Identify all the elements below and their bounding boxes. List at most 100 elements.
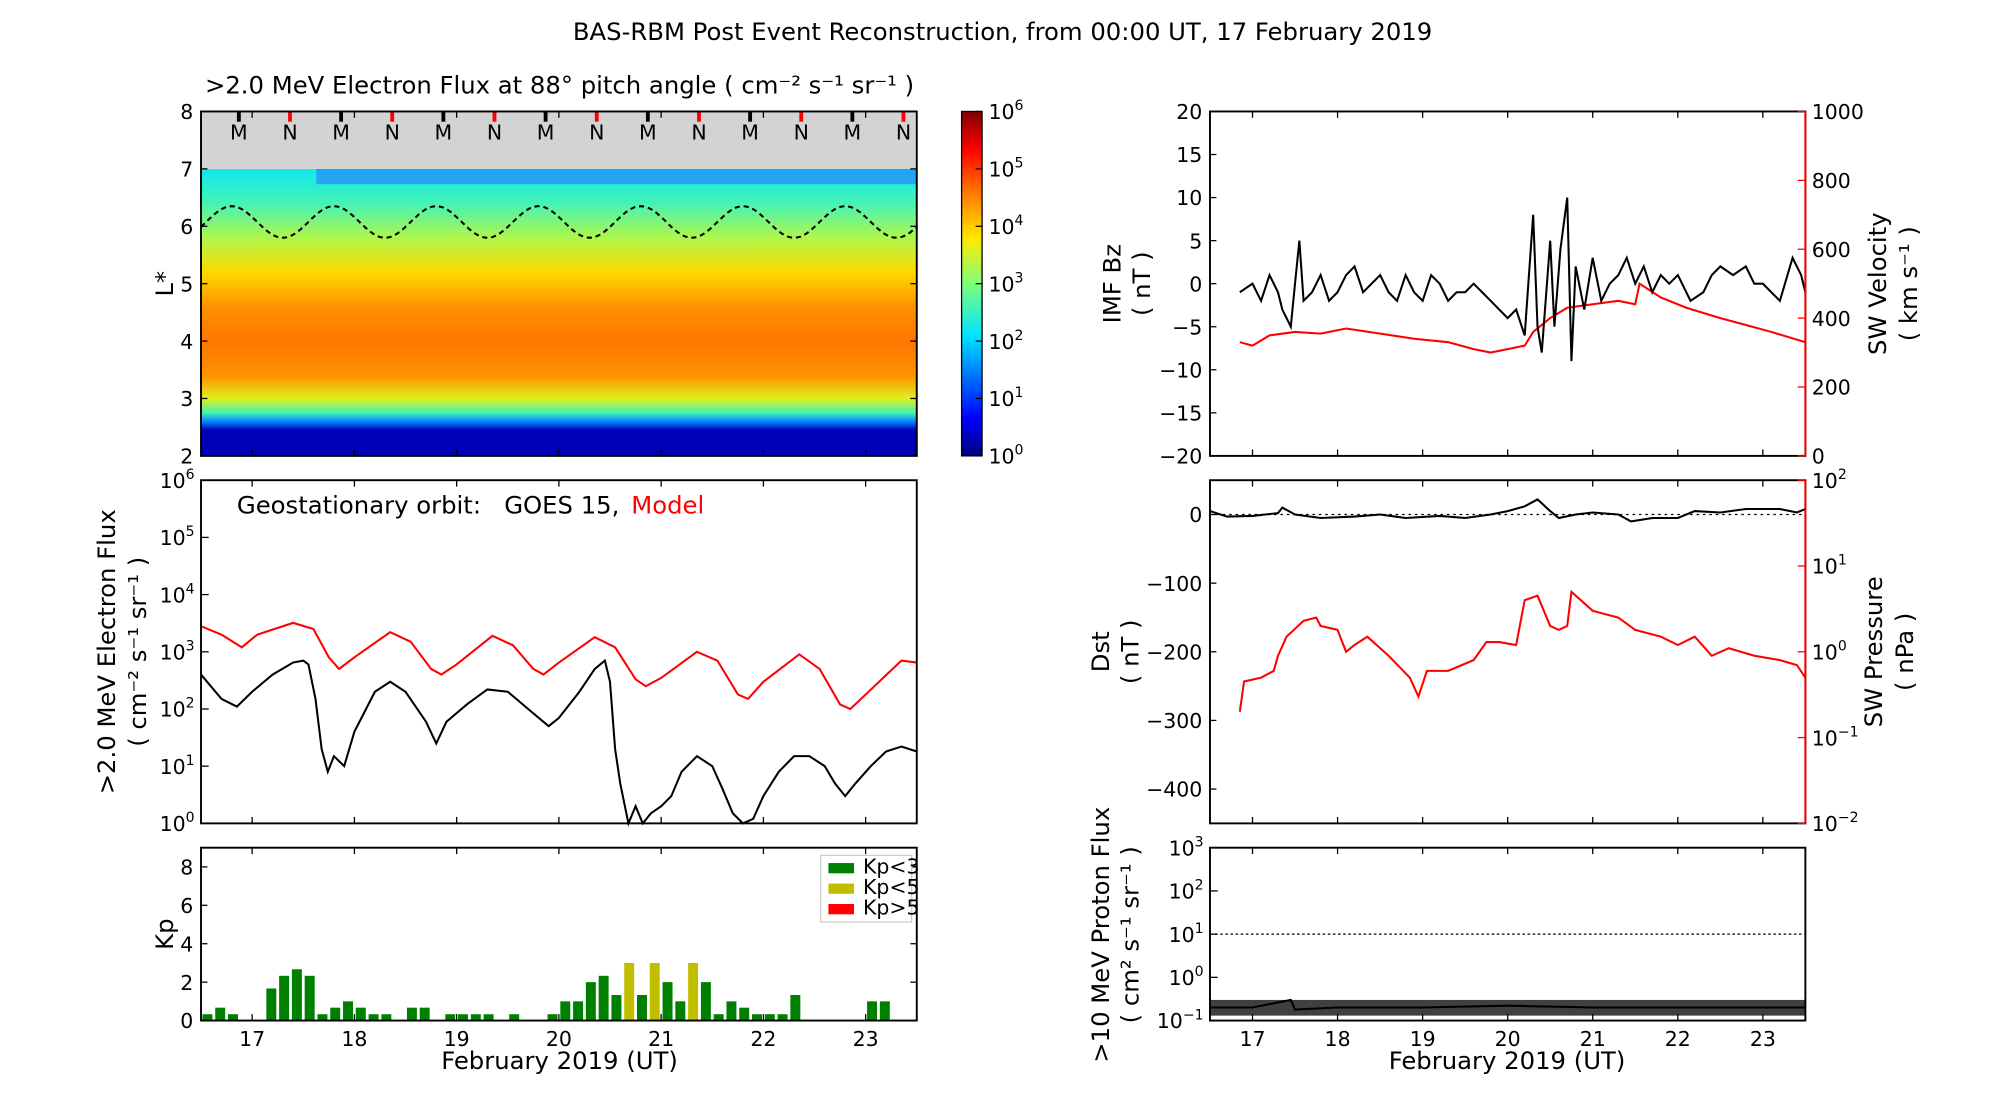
- x-tick-label: 21: [1580, 1027, 1606, 1051]
- kp-bar: [483, 1014, 494, 1021]
- kp-bar: [611, 995, 622, 1021]
- y-tick-label: 5: [1189, 229, 1202, 253]
- low-flux-band: [316, 168, 917, 185]
- y-tick-label: 104: [160, 581, 195, 607]
- kp-bar: [867, 1001, 878, 1021]
- right-y-tick-label: 1000: [1812, 100, 1864, 124]
- kp-bar: [330, 1007, 341, 1021]
- colorbar-tick-label: 105: [988, 156, 1023, 182]
- kp-bar: [585, 982, 596, 1021]
- legend-swatch: [828, 904, 855, 915]
- y-tick-label: 10−1: [1157, 1007, 1204, 1033]
- kp-bar: [764, 1014, 775, 1021]
- plot-frame: [1209, 110, 1807, 457]
- y-tick-label: 8: [180, 856, 193, 880]
- kp-bar: [713, 1014, 724, 1021]
- kp-bar: [739, 1007, 750, 1021]
- y-tick-label: 101: [160, 753, 195, 779]
- y-tick-label: 20: [1176, 100, 1202, 124]
- plot-frame: [200, 479, 918, 825]
- y-tick-label: −5: [1172, 315, 1202, 339]
- y-tick-label: 0: [180, 1009, 193, 1033]
- x-tick-label: 22: [1665, 1027, 1691, 1051]
- kp-bar: [266, 988, 277, 1021]
- y-tick-label: 102: [1169, 878, 1204, 904]
- right-y-tick-label: 600: [1812, 238, 1851, 262]
- goes-flux-line: [200, 658, 918, 827]
- y-axis-unit-label: ( nT ): [1115, 619, 1144, 684]
- y-tick-label: 0: [1189, 272, 1202, 296]
- x-tick-label: 17: [1239, 1027, 1265, 1051]
- legend-label: Kp>5: [863, 895, 920, 919]
- mlt-marker-label: M: [537, 121, 555, 145]
- y-axis-unit-label: ( cm⁻² s⁻¹ sr⁻¹ ): [123, 557, 152, 747]
- kp-bar: [598, 975, 609, 1021]
- plot-frame: [1209, 479, 1807, 825]
- model-annotation: Model: [631, 491, 704, 520]
- kp-bar: [406, 1007, 417, 1021]
- right-y-axis-unit-label: ( nPa ): [1890, 613, 1919, 691]
- colorbar-tick-label: 100: [988, 443, 1023, 469]
- y-tick-label: 3: [180, 387, 193, 411]
- y-tick-label: 2: [180, 971, 193, 995]
- y-tick-label: −200: [1146, 640, 1202, 664]
- y-tick-label: 6: [180, 215, 193, 239]
- mlt-marker-label: N: [691, 121, 706, 145]
- right-y-tick-label: 10−2: [1812, 810, 1859, 836]
- figure-title: BAS-RBM Post Event Reconstruction, from …: [573, 17, 1432, 46]
- dst-line: [1209, 498, 1806, 523]
- kp-bar: [291, 969, 302, 1021]
- colorbar-tick-label: 102: [988, 328, 1023, 354]
- right-y-tick-label: 200: [1812, 376, 1851, 400]
- mlt-marker-label: M: [332, 121, 350, 145]
- right-y-tick-label: 101: [1812, 553, 1847, 579]
- colorbar-tick-label: 103: [988, 270, 1023, 296]
- right-y-tick-label: 400: [1812, 307, 1851, 331]
- kp-bar: [509, 1014, 520, 1021]
- colorbar-tick-label: 104: [988, 213, 1023, 239]
- right-y-tick-label: 800: [1812, 169, 1851, 193]
- y-tick-label: −300: [1146, 709, 1202, 733]
- mlt-marker-label: M: [741, 121, 759, 145]
- y-tick-label: 105: [160, 524, 195, 550]
- imf-sw-panel: −20−15−10−50510152002004006008001000IMF …: [1097, 100, 1922, 468]
- y-axis-unit-label: ( cm² s⁻¹ sr⁻¹ ): [1115, 846, 1144, 1023]
- kp-bar: [215, 1007, 226, 1021]
- y-tick-label: −20: [1159, 445, 1202, 469]
- kp-bar: [419, 1007, 430, 1021]
- x-tick-label: 20: [1495, 1027, 1521, 1051]
- kp-bar: [458, 1014, 469, 1021]
- kp-bar: [317, 1014, 328, 1021]
- x-tick-label: 18: [341, 1027, 367, 1051]
- right-y-tick-label: 100: [1812, 639, 1847, 665]
- legend-label: Kp<5: [863, 875, 920, 899]
- y-tick-label: −400: [1146, 778, 1202, 802]
- y-tick-label: 2: [180, 445, 193, 469]
- mlt-marker-label: N: [794, 121, 809, 145]
- y-tick-label: 8: [180, 100, 193, 124]
- geo-annotation: Geostationary orbit: GOES 15,: [237, 491, 619, 520]
- x-tick-label: 20: [546, 1027, 572, 1051]
- mlt-marker-label: N: [896, 121, 911, 145]
- lstar-heatmap-panel: M N M N M N M N M N M N M N 2 3 4 5 6 7 8 L*: [150, 100, 918, 469]
- y-axis-label: Kp: [150, 918, 179, 949]
- legend-label: Kp<3: [863, 854, 920, 878]
- kp-bar: [470, 1014, 481, 1021]
- mlt-marker-label: N: [282, 121, 297, 145]
- y-tick-label: −10: [1159, 358, 1202, 382]
- y-axis-label: L*: [150, 271, 179, 297]
- x-tick-label: 23: [853, 1027, 879, 1051]
- y-tick-label: 4: [180, 932, 193, 956]
- y-tick-label: 5: [180, 272, 193, 296]
- x-tick-label: 21: [648, 1027, 674, 1051]
- model-flux-line: [200, 621, 917, 711]
- right-y-tick-label: 0: [1812, 445, 1825, 469]
- flux-heatmap: [201, 168, 917, 456]
- kp-bar: [879, 1001, 890, 1021]
- x-tick-label: 23: [1750, 1027, 1776, 1051]
- heatmap-title: >2.0 MeV Electron Flux at 88° pitch angl…: [205, 71, 914, 100]
- y-tick-label: 106: [160, 467, 195, 493]
- right-y-axis-unit-label: ( km s⁻¹ ): [1894, 226, 1923, 341]
- x-tick-label: 17: [239, 1027, 265, 1051]
